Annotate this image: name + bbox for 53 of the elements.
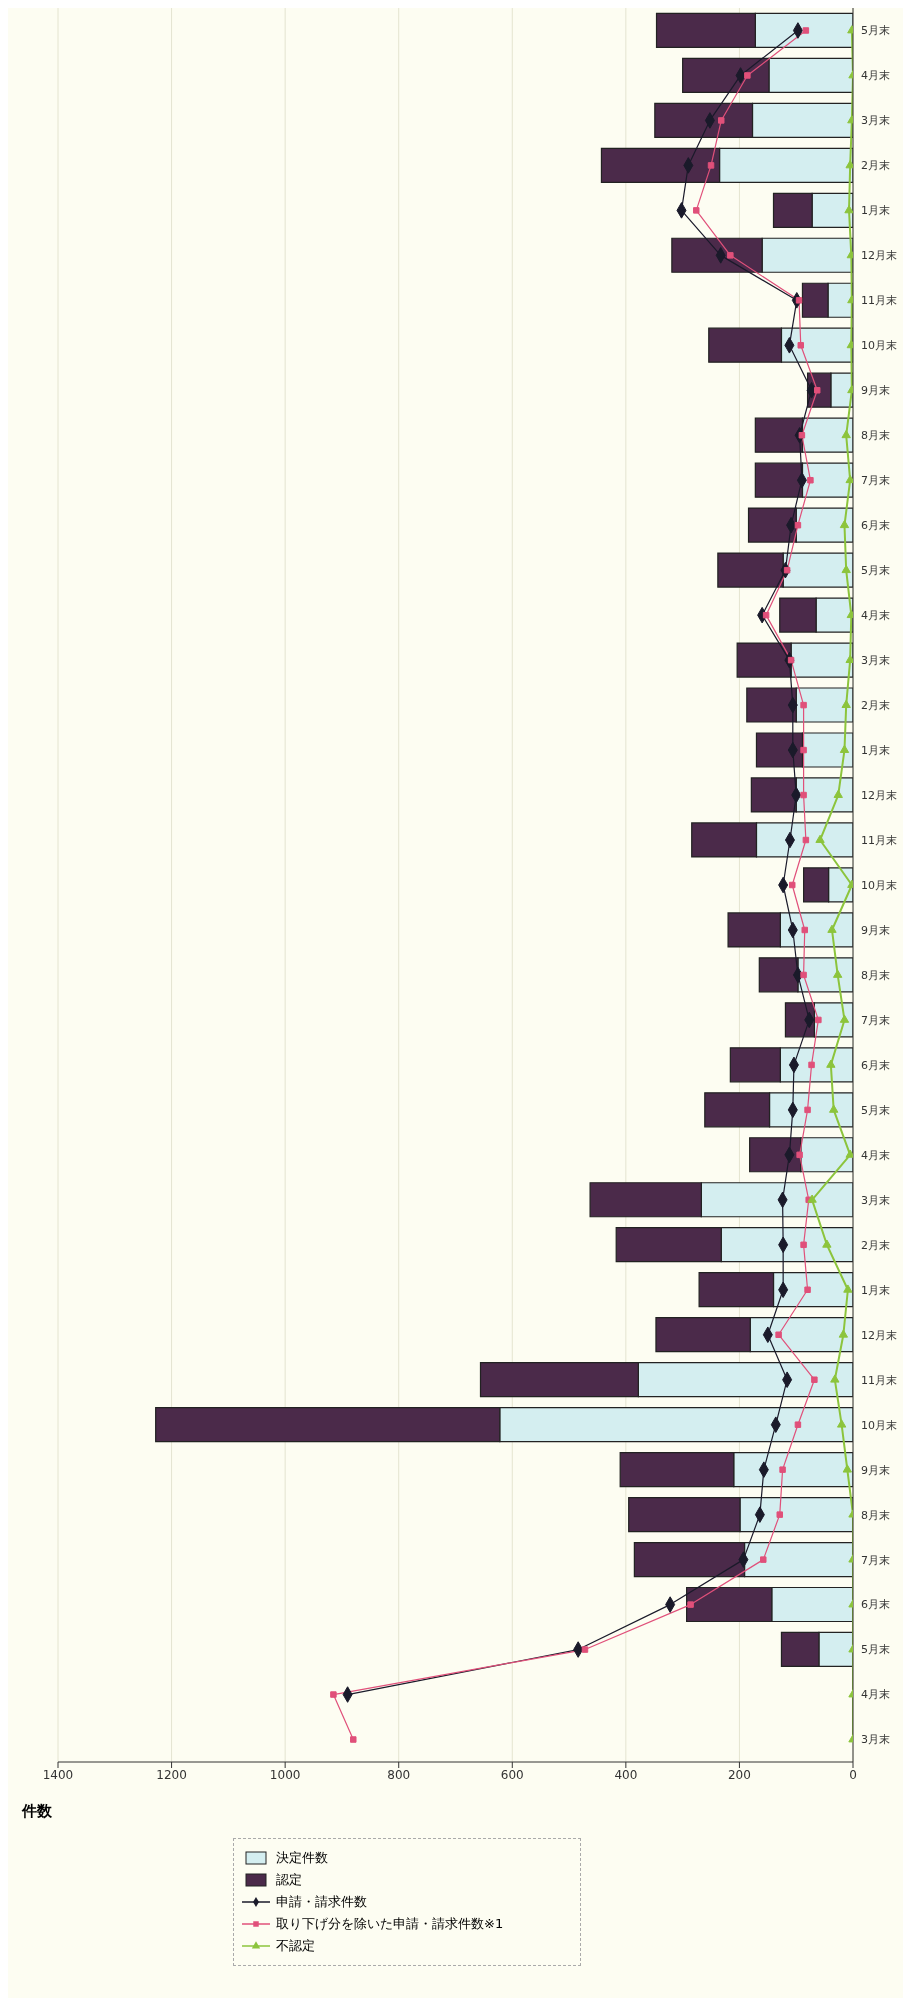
x-tick-label: 1400 [42,1767,74,1782]
y-tick-label: 10月末 [861,339,897,353]
y-tick-label: 6月末 [861,1598,890,1612]
y-tick-label: 5月末 [861,564,890,578]
legend-label: 取り下げ分を除いた申請・請求件数※1 [276,1915,504,1933]
y-tick-label: 10月末 [861,878,897,892]
y-tick-label: 3月末 [861,654,890,668]
legend-label: 認定 [276,1871,302,1889]
y-tick-label: 10月末 [861,1418,897,1432]
y-tick-label: 6月末 [861,1058,890,1072]
y-tick-label: 3月末 [861,1733,890,1747]
x-axis-title: 件数 [22,1802,52,1821]
x-tick-label: 0 [849,1767,857,1782]
y-tick-label: 7月末 [861,1553,890,1567]
y-tick-label: 4月末 [861,609,890,623]
y-tick-label: 2月末 [861,1238,890,1252]
y-tick-label: 11月末 [861,833,897,847]
y-tick-label: 1月末 [861,743,890,757]
x-tick-label: 600 [500,1767,524,1782]
y-tick-label: 4月末 [861,1688,890,1702]
y-tick-label: 4月末 [861,69,890,83]
y-tick-label: 8月末 [861,968,890,982]
y-tick-label: 9月末 [861,384,890,398]
y-tick-label: 2月末 [861,699,890,713]
y-tick-label: 3月末 [861,114,890,128]
y-tick-label: 3月末 [861,1193,890,1207]
y-tick-label: 5月末 [861,1643,890,1657]
y-tick-label: 11月末 [861,1373,897,1387]
y-tick-label: 11月末 [861,294,897,308]
x-tick-label: 400 [614,1767,638,1782]
y-tick-label: 7月末 [861,474,890,488]
legend-label: 申請・請求件数 [276,1893,367,1911]
y-tick-label: 8月末 [861,429,890,443]
y-tick-label: 12月末 [861,249,897,263]
x-tick-label: 800 [387,1767,411,1782]
y-tick-label: 7月末 [861,1013,890,1027]
y-tick-label: 1月末 [861,1283,890,1297]
x-tick-label: 1000 [269,1767,301,1782]
y-tick-label: 9月末 [861,1463,890,1477]
y-tick-label: 1月末 [861,204,890,218]
x-tick-label: 1200 [156,1767,187,1782]
x-tick-label: 200 [727,1767,751,1782]
y-tick-label: 8月末 [861,1508,890,1522]
y-tick-label: 12月末 [861,788,897,802]
y-tick-label: 12月末 [861,1328,897,1342]
y-tick-label: 6月末 [861,519,890,533]
y-tick-label: 5月末 [861,1103,890,1117]
y-tick-label: 9月末 [861,923,890,937]
y-tick-label: 2月末 [861,159,890,173]
legend-label: 決定件数 [276,1849,328,1867]
y-tick-label: 4月末 [861,1148,890,1162]
y-tick-label: 5月末 [861,24,890,38]
legend-label: 不認定 [276,1937,315,1955]
